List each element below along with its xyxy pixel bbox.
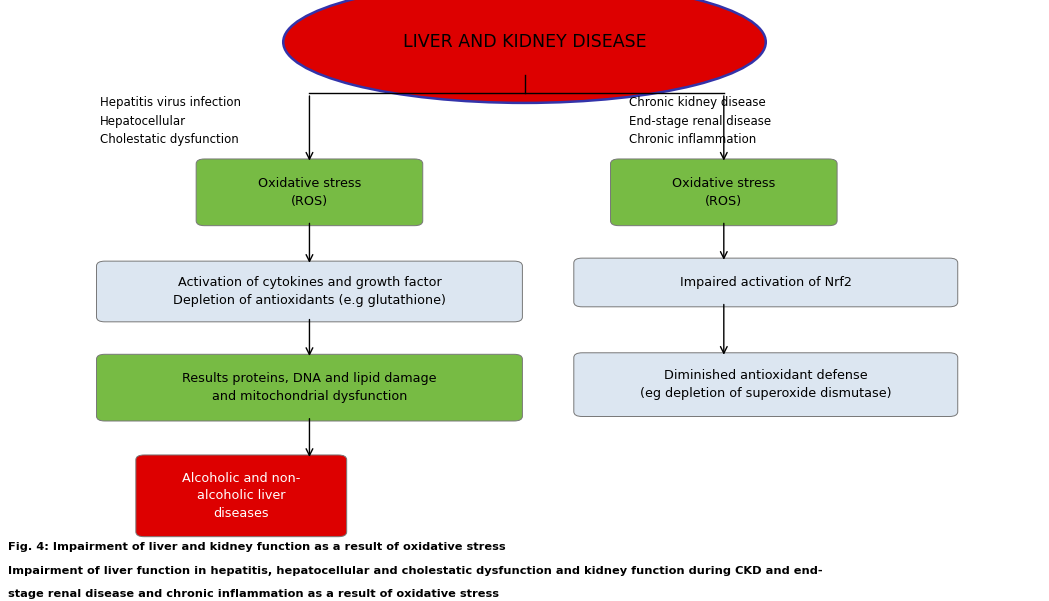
Text: Oxidative stress
(ROS): Oxidative stress (ROS): [258, 177, 361, 207]
Text: Impairment of liver function in hepatitis, hepatocellular and cholestatic dysfun: Impairment of liver function in hepatiti…: [8, 566, 823, 576]
FancyBboxPatch shape: [574, 258, 958, 307]
Text: Chronic kidney disease
End-stage renal disease
Chronic inflammation: Chronic kidney disease End-stage renal d…: [629, 96, 771, 146]
Text: Oxidative stress
(ROS): Oxidative stress (ROS): [672, 177, 775, 207]
Text: Activation of cytokines and growth factor
Depletion of antioxidants (e.g glutath: Activation of cytokines and growth facto…: [173, 276, 446, 307]
Text: stage renal disease and chronic inflammation as a result of oxidative stress: stage renal disease and chronic inflamma…: [8, 589, 499, 599]
Text: Results proteins, DNA and lipid damage
and mitochondrial dysfunction: Results proteins, DNA and lipid damage a…: [183, 373, 436, 403]
Ellipse shape: [283, 0, 766, 103]
FancyBboxPatch shape: [611, 159, 837, 225]
FancyBboxPatch shape: [196, 159, 423, 225]
Text: Diminished antioxidant defense
(eg depletion of superoxide dismutase): Diminished antioxidant defense (eg deple…: [640, 370, 892, 400]
Text: Fig. 4: Impairment of liver and kidney function as a result of oxidative stress: Fig. 4: Impairment of liver and kidney f…: [8, 542, 506, 552]
FancyBboxPatch shape: [136, 455, 346, 537]
Text: Alcoholic and non-
alcoholic liver
diseases: Alcoholic and non- alcoholic liver disea…: [183, 472, 300, 520]
Text: Hepatitis virus infection
Hepatocellular
Cholestatic dysfunction: Hepatitis virus infection Hepatocellular…: [100, 96, 240, 146]
Text: Impaired activation of Nrf2: Impaired activation of Nrf2: [680, 276, 852, 289]
FancyBboxPatch shape: [97, 261, 522, 322]
FancyBboxPatch shape: [97, 355, 522, 421]
FancyBboxPatch shape: [574, 353, 958, 416]
Text: LIVER AND KIDNEY DISEASE: LIVER AND KIDNEY DISEASE: [403, 33, 646, 51]
